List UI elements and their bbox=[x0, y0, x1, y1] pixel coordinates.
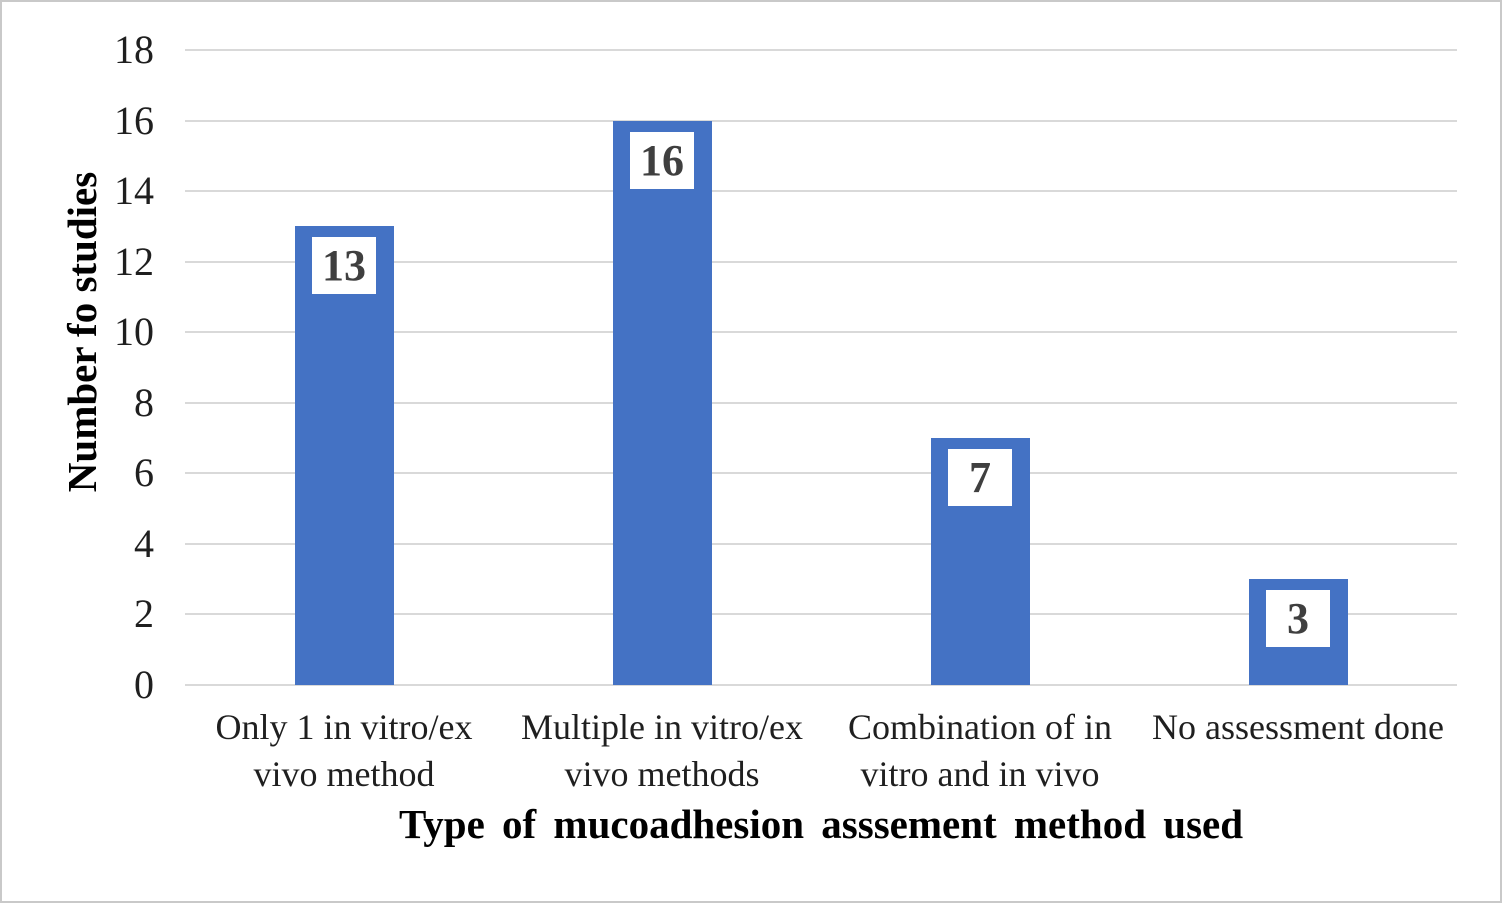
y-tick-label-16: 16 bbox=[114, 97, 154, 143]
bar-value-label-1: 13 bbox=[312, 237, 376, 295]
gridline-y8 bbox=[185, 401, 1457, 404]
category-label-2: Multiple in vitro/ex vivo methods bbox=[462, 704, 862, 798]
category-label-3: Combination of in vitro and in vivo bbox=[780, 704, 1180, 798]
bar-value-label-4: 3 bbox=[1266, 590, 1330, 648]
gridline-y4 bbox=[185, 542, 1457, 545]
y-tick-label-6: 6 bbox=[134, 450, 154, 496]
gridline-y16 bbox=[185, 119, 1457, 122]
x-axis-title: Type of mucoadhesion asssement method us… bbox=[398, 801, 1244, 847]
category-label-line: Combination of in bbox=[848, 707, 1112, 747]
category-label-4: No assessment done bbox=[1098, 704, 1498, 751]
gridline-y12 bbox=[185, 260, 1457, 263]
gridline-y10 bbox=[185, 331, 1457, 334]
y-tick-label-8: 8 bbox=[134, 379, 154, 425]
bar-1 bbox=[294, 226, 394, 685]
category-label-line: No assessment done bbox=[1152, 707, 1444, 747]
category-label-line: vivo methods bbox=[564, 754, 760, 794]
y-tick-label-4: 4 bbox=[134, 520, 154, 566]
bar-2 bbox=[612, 120, 712, 685]
y-tick-label-12: 12 bbox=[114, 238, 154, 284]
category-label-line: Only 1 in vitro/ex bbox=[215, 707, 473, 747]
category-label-line: Multiple in vitro/ex bbox=[521, 707, 803, 747]
gridline-y18 bbox=[185, 49, 1457, 51]
gridline-y14 bbox=[185, 190, 1457, 193]
bar-value-label-2: 16 bbox=[630, 131, 694, 189]
y-tick-label-14: 14 bbox=[114, 168, 154, 214]
y-tick-label-10: 10 bbox=[114, 309, 154, 355]
gridline-y2 bbox=[185, 613, 1457, 616]
y-tick-label-2: 2 bbox=[134, 591, 154, 637]
gridline-y0 bbox=[185, 684, 1457, 686]
category-label-line: vitro and in vivo bbox=[860, 754, 1100, 794]
category-label-line: vivo method bbox=[253, 754, 435, 794]
gridline-y6 bbox=[185, 472, 1457, 475]
bar-value-label-3: 7 bbox=[948, 449, 1012, 507]
category-label-1: Only 1 in vitro/ex vivo method bbox=[144, 704, 544, 798]
y-tick-label-0: 0 bbox=[134, 662, 154, 707]
y-tick-label-18: 18 bbox=[114, 27, 154, 72]
